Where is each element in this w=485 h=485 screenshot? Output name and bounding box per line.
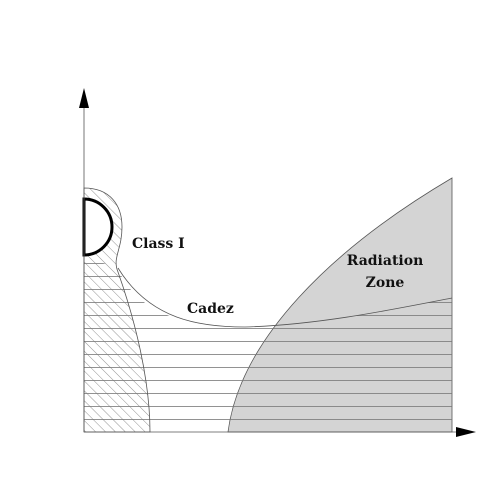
y-axis-arrow <box>79 88 89 108</box>
radiation-label: Radiation <box>347 253 424 269</box>
cadez-region <box>84 260 452 432</box>
zone-label: Zone <box>366 275 405 291</box>
central-object <box>82 197 114 257</box>
x-axis-arrow <box>456 427 476 437</box>
cadez-curve <box>117 267 453 328</box>
cadez-label: Cadez <box>187 301 234 317</box>
class-i-label: Class I <box>132 236 185 252</box>
